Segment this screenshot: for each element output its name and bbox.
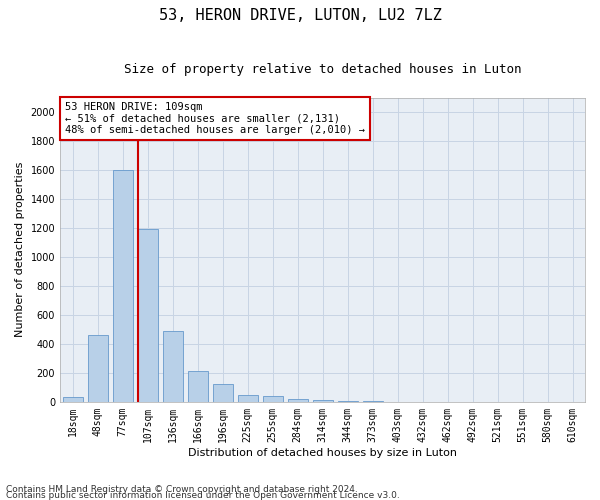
Bar [212,384,233,402]
Text: Contains HM Land Registry data © Crown copyright and database right 2024.: Contains HM Land Registry data © Crown c… [6,485,358,494]
Bar [113,170,133,402]
Y-axis label: Number of detached properties: Number of detached properties [15,162,25,338]
Text: Contains public sector information licensed under the Open Government Licence v3: Contains public sector information licen… [6,490,400,500]
Bar [338,401,358,402]
Bar [163,331,182,402]
Bar [88,335,107,402]
Bar [137,228,158,402]
Bar [238,394,257,402]
Bar [62,397,83,402]
Bar [188,372,208,402]
Text: 53 HERON DRIVE: 109sqm
← 51% of detached houses are smaller (2,131)
48% of semi-: 53 HERON DRIVE: 109sqm ← 51% of detached… [65,102,365,136]
Text: 53, HERON DRIVE, LUTON, LU2 7LZ: 53, HERON DRIVE, LUTON, LU2 7LZ [158,8,442,22]
Bar [263,396,283,402]
Bar [313,400,332,402]
Title: Size of property relative to detached houses in Luton: Size of property relative to detached ho… [124,62,521,76]
X-axis label: Distribution of detached houses by size in Luton: Distribution of detached houses by size … [188,448,457,458]
Bar [287,398,308,402]
